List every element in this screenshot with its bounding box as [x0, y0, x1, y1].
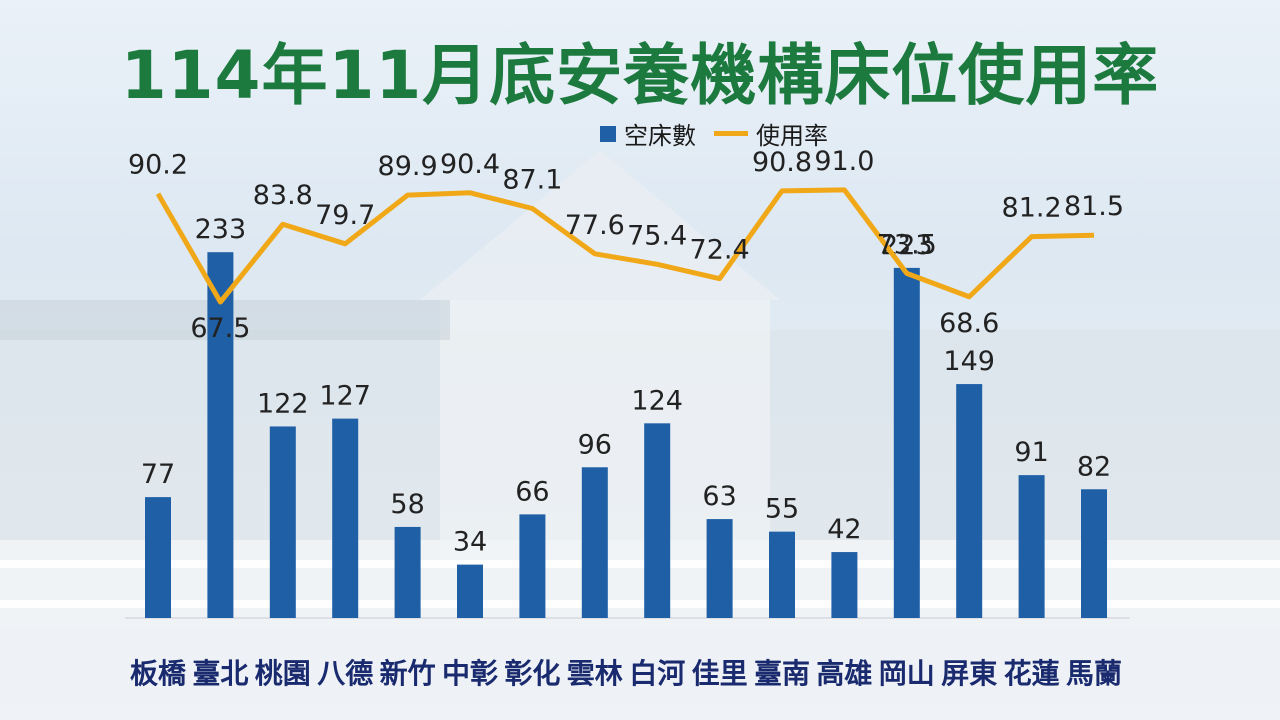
- legend-line-label: 使用率: [756, 122, 828, 150]
- bar-value-label: 149: [943, 346, 995, 377]
- x-tick-label: 雲林: [567, 657, 623, 690]
- bar-屏東: [956, 384, 983, 618]
- bar-value-label: 82: [1077, 451, 1111, 482]
- bar-佳里: [706, 519, 733, 618]
- bar-value-label: 223: [881, 230, 933, 261]
- bar-value-label: 124: [631, 385, 683, 416]
- x-tick-label: 馬蘭: [1066, 657, 1122, 690]
- bar-value-label: 58: [390, 489, 424, 520]
- rate-value-label: 73.5: [877, 229, 937, 260]
- rate-value-label: 77.6: [565, 210, 625, 241]
- page-title: 114年11月底安養機構床位使用率: [120, 37, 1160, 114]
- x-tick-label: 桃園: [255, 657, 311, 690]
- x-tick-label: 彰化: [504, 657, 560, 690]
- bar-白河: [644, 423, 671, 618]
- x-tick-label: 花蓮: [1004, 657, 1060, 690]
- bar-花蓮: [1018, 475, 1045, 618]
- bar-value-label: 42: [827, 514, 861, 545]
- x-tick-label: 岡山: [879, 657, 935, 690]
- bar-臺北: [207, 252, 234, 618]
- bar-板橋: [145, 497, 171, 618]
- x-tick-label: 臺南: [754, 657, 810, 690]
- rate-value-label: 83.8: [253, 180, 313, 211]
- x-tick-label: 臺北: [192, 657, 248, 690]
- rate-value-label: 90.2: [128, 150, 188, 181]
- x-tick-label: 板橋: [130, 657, 187, 690]
- rate-value-label: 79.7: [315, 200, 375, 231]
- rate-value-label: 89.9: [378, 151, 438, 182]
- usage-rate-line: [155, 187, 1095, 305]
- bar-高雄: [831, 552, 858, 618]
- rate-value-label: 75.4: [627, 220, 687, 251]
- rate-value-label: 90.8: [752, 147, 812, 178]
- bar-value-label: 91: [1014, 437, 1048, 468]
- bar-馬蘭: [1081, 489, 1107, 618]
- bar-value-label: 66: [515, 476, 549, 507]
- x-tick-label: 佳里: [692, 657, 748, 690]
- legend-bar-swatch: [600, 125, 616, 142]
- bar-value-label: 122: [257, 388, 309, 419]
- rate-value-label: 90.4: [440, 149, 500, 180]
- legend-bar-label: 空床數: [624, 122, 696, 150]
- bar-value-label: 96: [578, 429, 612, 460]
- rate-value-label: 67.5: [190, 313, 250, 344]
- bar-彰化: [519, 514, 546, 618]
- bar-臺南: [769, 531, 795, 618]
- bar-value-label: 77: [141, 459, 175, 490]
- bar-value-label: 233: [195, 214, 247, 245]
- bar-value-label: 55: [765, 494, 799, 525]
- rate-value-label: 91.0: [814, 146, 874, 177]
- bar-雲林: [581, 467, 608, 618]
- x-tick-label: 八德: [317, 657, 373, 690]
- legend-line-swatch: [714, 131, 748, 136]
- bar-value-label: 34: [453, 527, 487, 558]
- x-tick-label: 高雄: [816, 657, 872, 690]
- x-tick-label: 屏東: [941, 657, 997, 690]
- bar-value-label: 127: [319, 381, 371, 412]
- rate-value-label: 81.5: [1064, 191, 1124, 222]
- bar-新竹: [394, 526, 421, 618]
- rate-value-label: 72.4: [690, 235, 750, 266]
- bar-岡山: [893, 267, 920, 618]
- x-tick-label: 白河: [629, 657, 685, 690]
- bar-value-label: 63: [702, 481, 736, 512]
- rate-value-label: 87.1: [502, 165, 562, 196]
- rate-value-label: 81.2: [1002, 193, 1062, 224]
- bar-八德: [332, 418, 359, 618]
- x-tick-label: 新竹: [380, 657, 436, 690]
- rate-value-label: 68.6: [939, 308, 999, 339]
- bar-桃園: [269, 426, 296, 618]
- x-tick-label: 中彰: [442, 657, 498, 690]
- chart-legend: 空床數 使用率: [600, 116, 832, 151]
- bar-中彰: [457, 564, 483, 618]
